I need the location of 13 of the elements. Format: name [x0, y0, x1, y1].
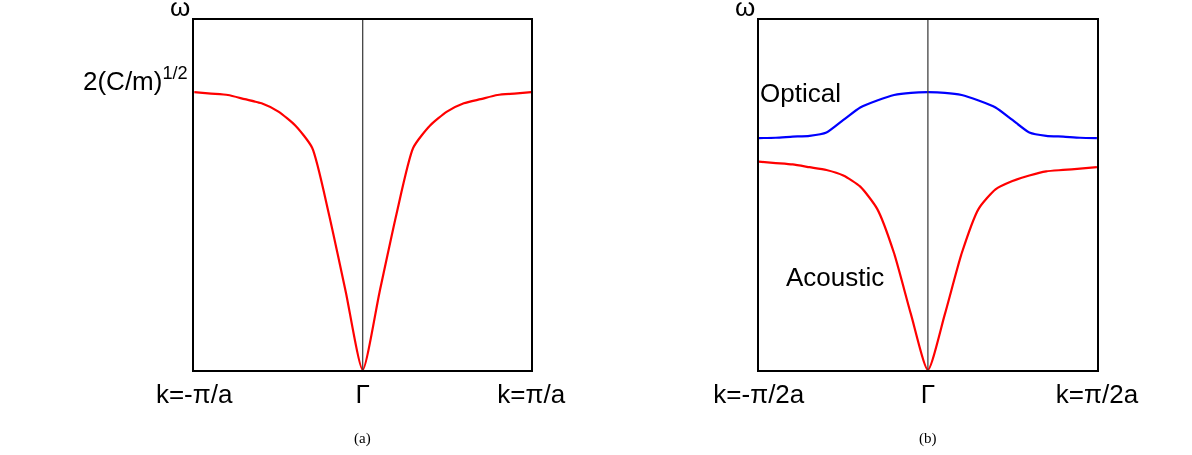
annotation: 2(C/m)$^{1/2}$ [83, 63, 188, 96]
x-tick-label: k=-π/2a [713, 379, 805, 410]
y-axis-title: ω [735, 0, 756, 22]
y-axis-title: ω [170, 0, 191, 22]
x-tick-label: k=π/a [497, 379, 566, 410]
text: (a) [354, 430, 371, 447]
text: (b) [919, 430, 937, 447]
x-tick-label: Γ [920, 379, 936, 410]
x-tick-label: Γ [355, 379, 370, 410]
series-label: Acoustic [786, 262, 885, 292]
series-label: Optical [760, 78, 841, 108]
x-tick-label: k=π/2a [1055, 379, 1139, 410]
x-tick-label: k=-π/a [155, 379, 233, 410]
